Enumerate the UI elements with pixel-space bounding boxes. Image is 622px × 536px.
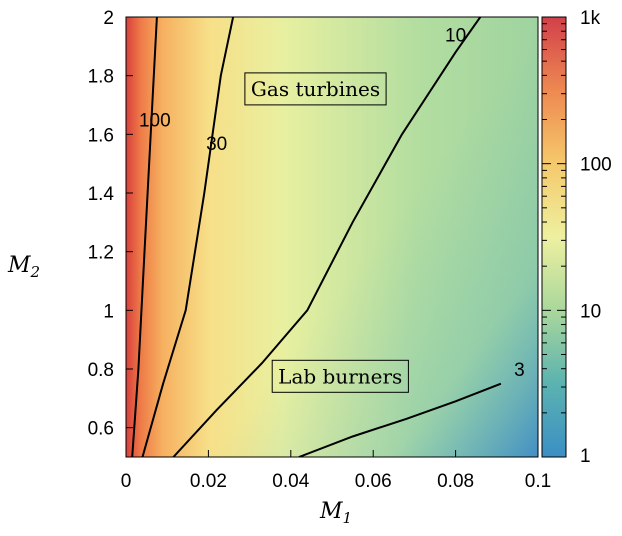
- x-tick-label: 0.1: [525, 471, 551, 492]
- annotation-text-1: Lab burners: [278, 364, 402, 388]
- y-tick-label: 1.2: [88, 243, 114, 264]
- annotation-box-1: [271, 359, 409, 393]
- contour-label-10: 10: [445, 26, 466, 47]
- x-axis-label: M1: [319, 499, 352, 527]
- x-tick-label: 0.06: [355, 471, 392, 492]
- contour-line-30: [141, 17, 235, 457]
- x-tick-label: 0.08: [437, 471, 474, 492]
- colorbar-tick-label: 100: [580, 155, 612, 176]
- heatmap-field: [126, 17, 538, 457]
- y-tick-label: 1.6: [88, 125, 114, 146]
- y-tick-label: 2: [103, 8, 114, 29]
- colorbar-tick-label: 1: [580, 446, 591, 467]
- contour-label-3: 3: [514, 360, 525, 381]
- contour-label-100: 100: [139, 111, 171, 132]
- colorbar-tick-label: 1k: [580, 8, 601, 29]
- annotations: Gas turbines Lab burners: [244, 72, 409, 393]
- contour-lines: [131, 17, 502, 457]
- y-tick-label: 0.6: [88, 419, 114, 440]
- contour-line-3: [298, 382, 502, 457]
- y-tick-label: 0.8: [88, 360, 114, 381]
- contour-label-30: 30: [206, 134, 227, 155]
- annotation-box-0: [244, 72, 387, 106]
- y-tick-label: 1.8: [88, 67, 114, 88]
- heatmap-overlay: [126, 17, 538, 457]
- x-tick-label: 0: [121, 471, 132, 492]
- x-axis: 0 0.02 0.04 0.06 0.08 0.1: [121, 450, 551, 492]
- plot-frame: [125, 16, 539, 458]
- contour-labels: 100 30 10 3: [139, 26, 525, 381]
- y-axis-label: M2: [7, 253, 40, 281]
- x-tick-label: 0.02: [190, 471, 227, 492]
- colorbar-tick-label: 10: [580, 301, 601, 322]
- contour-line-10: [172, 17, 482, 457]
- y-axis: 0.6 0.8 1 1.2 1.4 1.6 1.8 2: [88, 8, 133, 440]
- colorbar-ticks: 1 10 100 1k: [542, 8, 612, 467]
- y-tick-label: 1.4: [88, 184, 115, 205]
- y-tick-label: 1: [103, 301, 114, 322]
- contour-line-100: [131, 17, 158, 457]
- annotation-text-0: Gas turbines: [251, 77, 380, 101]
- x-tick-label: 0.04: [272, 471, 309, 492]
- colorbar-gradient: [541, 16, 567, 458]
- colorbar: 1 10 100 1k: [541, 8, 612, 467]
